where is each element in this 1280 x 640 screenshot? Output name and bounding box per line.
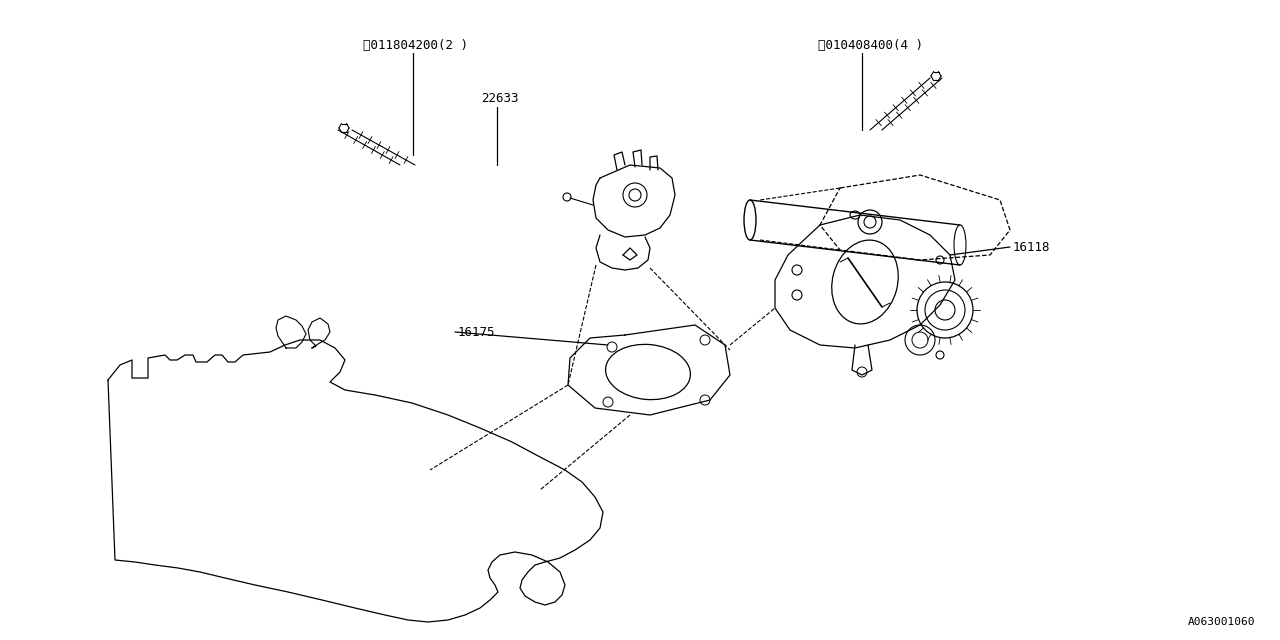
Text: 16118: 16118 — [1012, 241, 1051, 253]
Text: 16175: 16175 — [458, 326, 495, 339]
Text: Ⓜ011804200(2 ): Ⓜ011804200(2 ) — [362, 38, 467, 51]
Text: A063001060: A063001060 — [1188, 617, 1254, 627]
Text: 22633: 22633 — [481, 92, 518, 104]
Text: Ⓑ010408400(4 ): Ⓑ010408400(4 ) — [818, 38, 923, 51]
